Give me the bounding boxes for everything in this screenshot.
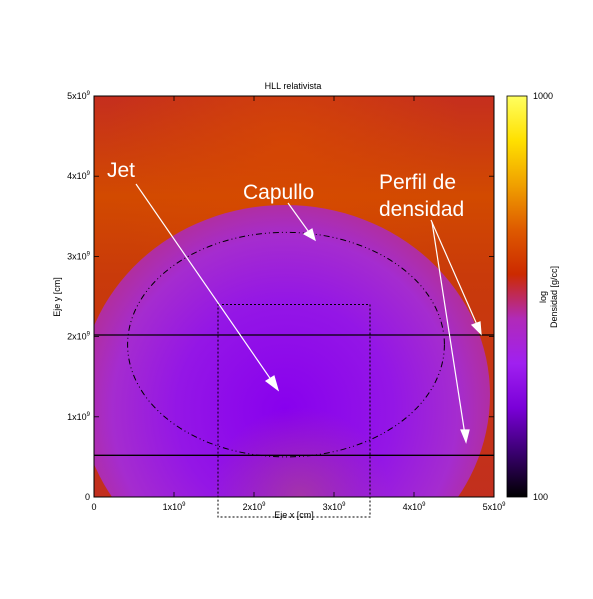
capullo-arrowhead [302,228,316,242]
zoom-box [217,304,371,518]
colorbar [506,95,528,498]
x-tick-label: 2x109 [243,502,267,512]
y-tick-label: 4x109 [67,171,91,181]
y-tick-label: 5x109 [67,91,91,101]
y-axis-ticks: 0 1x109 2x109 3x109 4x109 5x109 [67,91,494,502]
perfil-arrowhead-lower [460,429,470,444]
density-map [94,96,494,497]
y-axis-label: Eje y [cm] [52,277,62,317]
colorbar-label-line2: Densidad [g/cc] [549,266,559,328]
chart-title: HLL relativista [265,81,322,91]
jet-arrow [135,183,275,385]
x-tick-label: 0 [91,502,96,512]
perfil-annotation-line1: Perfil de [379,171,456,194]
y-tick-label: 2x109 [67,332,91,342]
x-tick-label: 4x109 [403,502,427,512]
x-tick-label: 5x109 [483,502,507,512]
y-tick-label: 3x109 [67,251,91,261]
plot-frame [93,95,495,498]
cocoon-boundary [127,231,445,458]
y-tick-label: 1x109 [67,412,91,422]
x-tick-label: 3x109 [323,502,347,512]
jet-arrowhead [264,375,280,392]
colorbar-min-label: 100 [533,492,548,502]
x-tick-label: 1x109 [163,502,187,512]
perfil-arrowhead-upper [470,321,482,336]
colorbar-label-line1: log [538,291,548,303]
capullo-annotation: Capullo [243,181,314,204]
perfil-annotation-line2: densidad [379,198,464,221]
capullo-arrow [287,202,312,236]
y-tick-label: 0 [85,492,90,502]
x-axis-label: Eje x [cm] [274,510,314,520]
colorbar-max-label: 1000 [533,91,553,101]
annotation-arrows [135,183,482,444]
perfil-arrow-upper [430,219,479,328]
x-axis-ticks: 0 1x109 2x109 3x109 4x109 5x109 [91,96,506,512]
jet-annotation: Jet [107,159,135,182]
perfil-arrow-lower [431,221,466,436]
